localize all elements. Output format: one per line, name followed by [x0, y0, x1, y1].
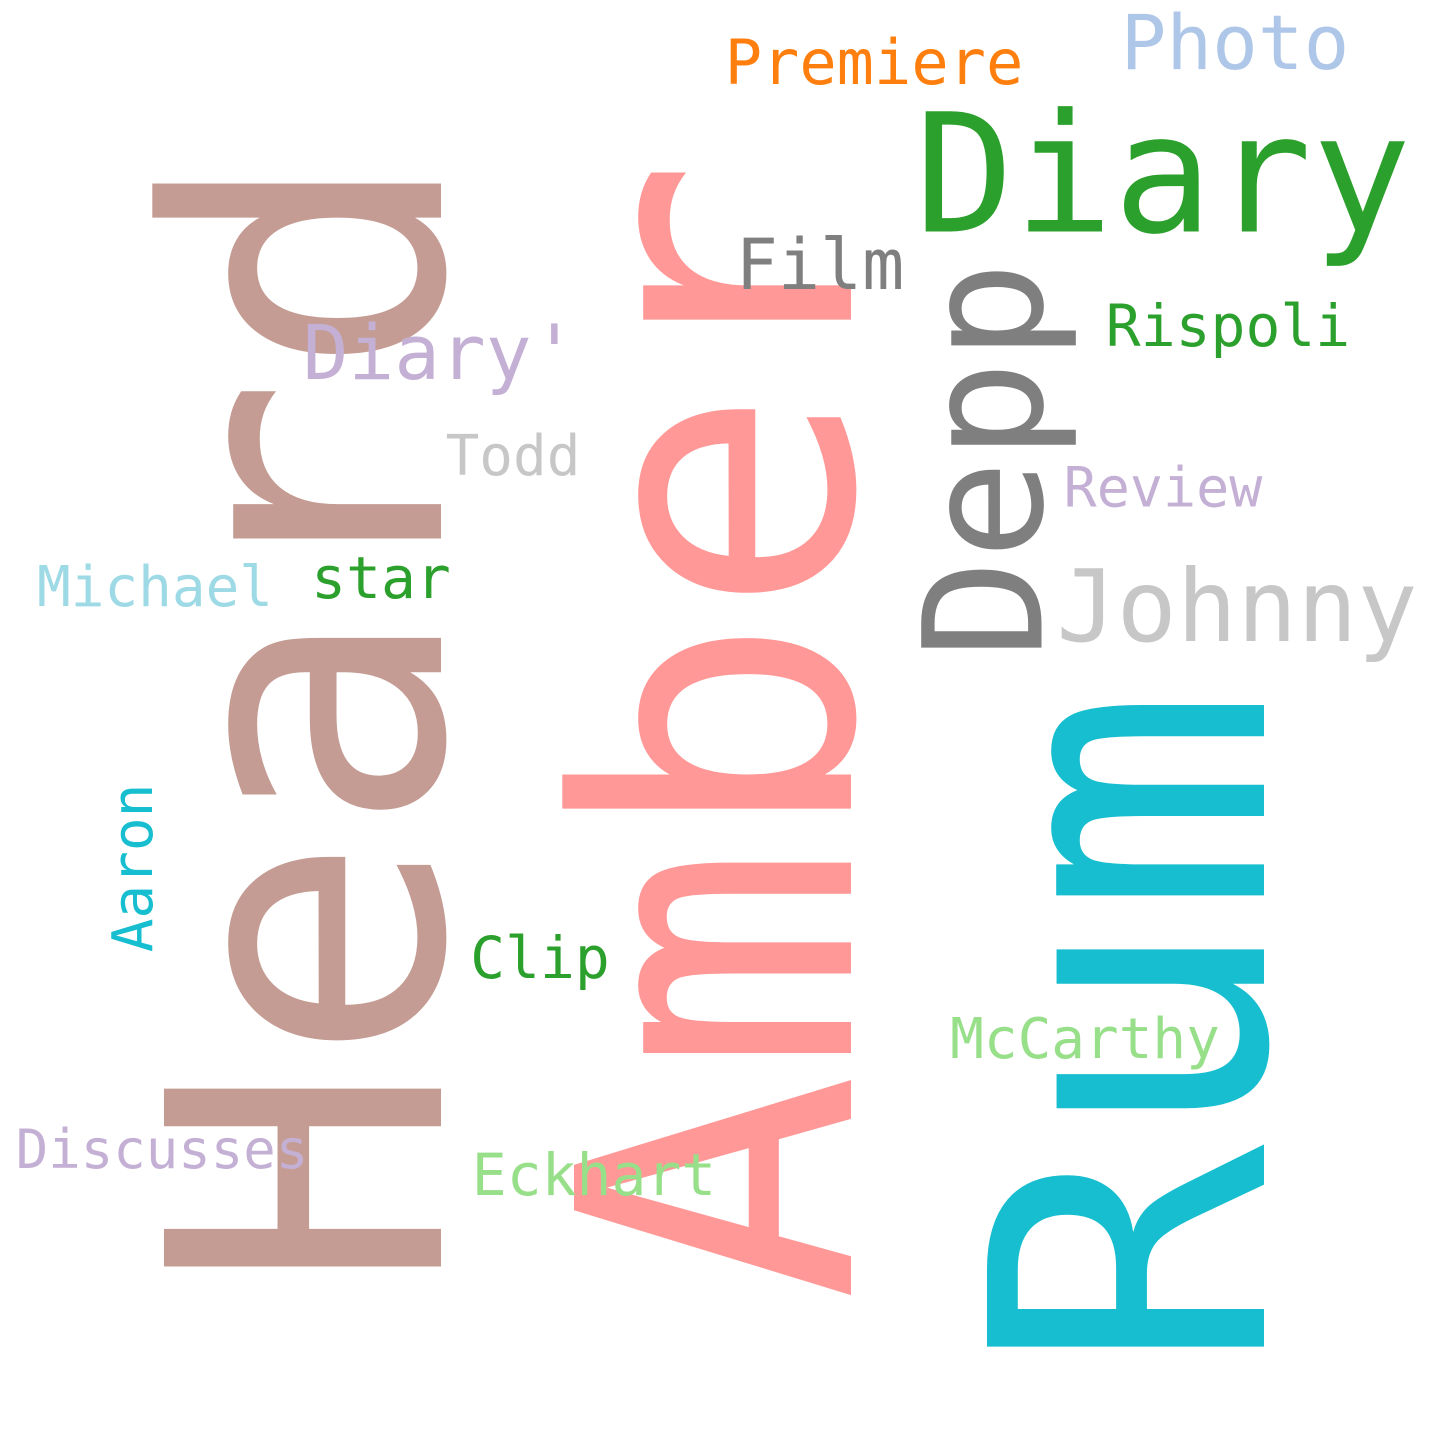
word-mccarthy: McCarthy [950, 1007, 1220, 1072]
word-michael: Michael [36, 555, 274, 620]
word-star: star [311, 544, 451, 612]
word-discusses: Discusses [15, 1118, 309, 1181]
word-eckhart: Eckhart [471, 1141, 717, 1209]
word-johnny: Johnny [1056, 548, 1418, 665]
word-aaron: Aaron [101, 783, 166, 953]
word-photo: Photo [1120, 0, 1350, 87]
word-amber: Amber [498, 158, 941, 1302]
word-rispoli: Rispoli [1105, 292, 1351, 360]
word-diary-quoted: Diary' [302, 308, 578, 397]
word-clip: Clip [470, 924, 610, 992]
word-film: Film [735, 224, 905, 306]
word-depp: Depp [888, 261, 1081, 659]
word-review: Review [1063, 455, 1263, 520]
word-diary: Diary [914, 78, 1412, 271]
word-todd: Todd [445, 424, 581, 489]
word-premiere: Premiere [724, 26, 1024, 99]
